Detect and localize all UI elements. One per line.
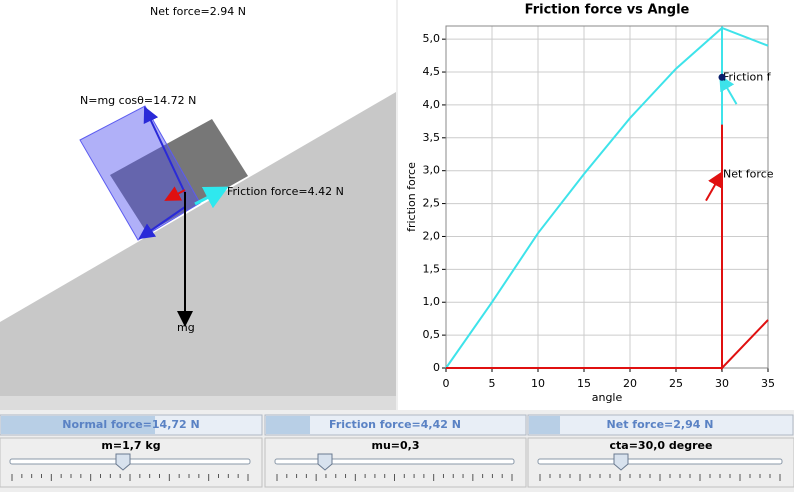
y-tick-label: 5,0	[423, 32, 441, 45]
friction-label: Friction force=4.42 N	[227, 185, 344, 198]
y-tick-label: 4,0	[423, 98, 441, 111]
status-text: Net force=2,94 N	[607, 418, 714, 431]
status-fill	[266, 416, 310, 434]
net-arrow	[164, 186, 186, 201]
friction-arrow	[194, 186, 229, 209]
status-text: Friction force=4,42 N	[329, 418, 461, 431]
status-bar	[264, 414, 527, 436]
status-text: Normal force=14,72 N	[62, 418, 199, 431]
normal-label: N=mg cosθ=14.72 N	[80, 94, 196, 107]
data-point	[718, 73, 726, 81]
y-tick-label: 1,5	[423, 262, 441, 275]
incline	[0, 92, 396, 396]
annotation-arrow	[719, 74, 738, 105]
chart: Friction force vs Angle angle friction for…	[405, 3, 775, 405]
annotation-arrow	[705, 170, 723, 202]
y-tick-label: 0	[433, 361, 440, 374]
line-series	[446, 124, 769, 371]
scene-floor	[0, 396, 396, 410]
x-tick-label: 30	[715, 377, 729, 390]
y-tick-label: 2,0	[423, 229, 441, 242]
x-tick-label: 25	[669, 377, 683, 390]
x-tick-label: 35	[761, 377, 775, 390]
x-tick-label: 5	[489, 377, 496, 390]
slider-label: mu=0,3	[372, 439, 420, 452]
y-tick-label: 0,5	[423, 328, 441, 341]
chart-title: Friction force vs Angle	[525, 3, 690, 18]
annotation-label: Friction f	[723, 70, 772, 83]
x-axis-label: angle	[592, 391, 623, 404]
status-bar	[527, 414, 794, 436]
y-tick-label: 4,5	[423, 65, 441, 78]
x-tick-label: 15	[577, 377, 591, 390]
slider-track	[537, 458, 783, 465]
incline-arrow	[138, 206, 186, 240]
weight-label: mg	[177, 321, 195, 334]
y-tick-label: 3,0	[423, 164, 441, 177]
y-tick-label: 3,5	[423, 131, 441, 144]
x-tick-label: 0	[443, 377, 450, 390]
slider-thumb[interactable]	[115, 453, 131, 471]
chart-bg	[398, 0, 794, 410]
slider-row: m=1,7 kg mu=0,3 cta=30,0 degree	[0, 437, 794, 488]
y-tick-label: 2,5	[423, 197, 441, 210]
block	[110, 119, 248, 233]
normal-arrow	[143, 106, 186, 194]
slider-thumb[interactable]	[613, 453, 629, 471]
slider-track	[274, 458, 515, 465]
x-tick-label: 10	[531, 377, 545, 390]
status-fill	[1, 416, 155, 434]
net-force-label: Net force=2.94 N	[150, 5, 246, 18]
y-axis-label: friction force	[405, 162, 418, 232]
annotation-label: Net force	[723, 168, 774, 181]
slider-label: m=1,7 kg	[101, 439, 160, 452]
x-tick-label: 20	[623, 377, 637, 390]
status-fill	[529, 416, 560, 434]
slider-label: cta=30,0 degree	[610, 439, 713, 452]
y-tick-label: 1,0	[423, 295, 441, 308]
slider-thumb[interactable]	[317, 453, 333, 471]
